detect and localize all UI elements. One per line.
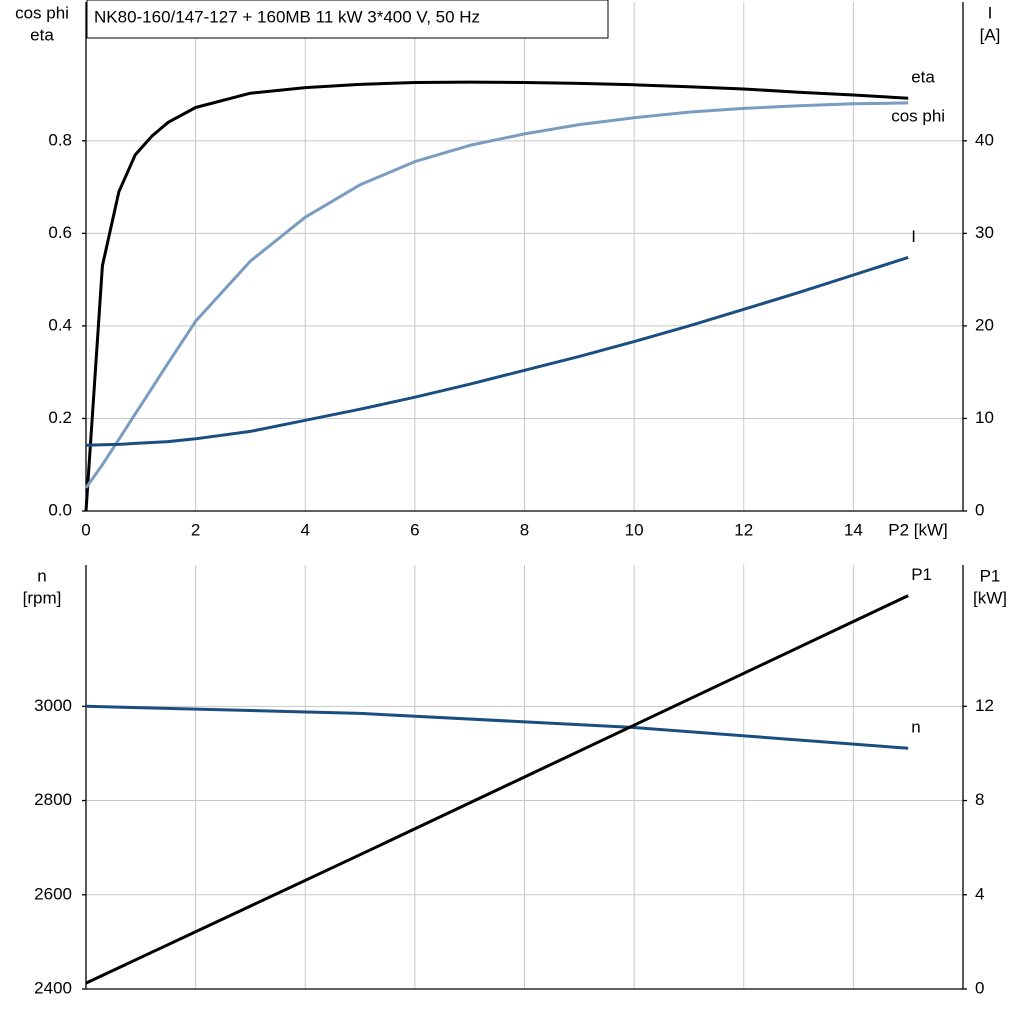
- y-tick-label: 0.6: [48, 223, 72, 242]
- y2-tick-label: 30: [975, 223, 994, 242]
- y2-tick-label: 10: [975, 408, 994, 427]
- x-tick-label: 12: [734, 520, 753, 539]
- y-axis-label: cos phi: [15, 3, 69, 22]
- x-tick-label: 14: [844, 520, 863, 539]
- series-line: [85, 594, 909, 985]
- x-axis-label: P2 [kW]: [888, 520, 948, 539]
- y2-tick-label: 20: [975, 315, 994, 334]
- x-tick-label: 6: [410, 520, 419, 539]
- series-label: cos phi: [891, 106, 945, 125]
- y-tick-label: 2600: [34, 884, 72, 903]
- y2-tick-label: 0: [975, 978, 984, 997]
- y2-axis-label: P1: [980, 566, 1001, 585]
- series-label: eta: [911, 68, 935, 87]
- y-axis-label: n: [37, 566, 46, 585]
- chart-title: NK80-160/147-127 + 160MB 11 kW 3*400 V, …: [94, 7, 480, 26]
- series-label: I: [911, 227, 916, 246]
- y-tick-label: 0.2: [48, 408, 72, 427]
- y-tick-label: 0.4: [48, 315, 72, 334]
- y2-tick-label: 4: [975, 884, 984, 903]
- y-axis-label: [rpm]: [23, 588, 62, 607]
- y2-axis-label: [kW]: [973, 588, 1007, 607]
- x-tick-label: 10: [625, 520, 644, 539]
- y-tick-label: 0.8: [48, 130, 72, 149]
- y-tick-label: 3000: [34, 696, 72, 715]
- y-tick-label: 0.0: [48, 500, 72, 519]
- x-tick-label: 0: [81, 520, 90, 539]
- series-label: n: [911, 718, 920, 737]
- y-axis-label: eta: [30, 25, 54, 44]
- y2-tick-label: 0: [975, 500, 984, 519]
- series-line: [84, 80, 909, 512]
- series-line: [85, 255, 909, 447]
- series-label: P1: [911, 565, 932, 584]
- y2-tick-label: 40: [975, 130, 994, 149]
- y-tick-label: 2800: [34, 790, 72, 809]
- x-tick-label: 2: [191, 520, 200, 539]
- y2-tick-label: 8: [975, 790, 984, 809]
- y-tick-label: 2400: [34, 978, 72, 997]
- y2-axis-label: I: [988, 3, 993, 22]
- x-tick-label: 4: [301, 520, 310, 539]
- y2-axis-label: [A]: [980, 25, 1001, 44]
- y2-tick-label: 12: [975, 696, 994, 715]
- x-tick-label: 8: [520, 520, 529, 539]
- title-box: [86, 0, 609, 39]
- series-line: [84, 101, 909, 489]
- series-line: [85, 704, 909, 750]
